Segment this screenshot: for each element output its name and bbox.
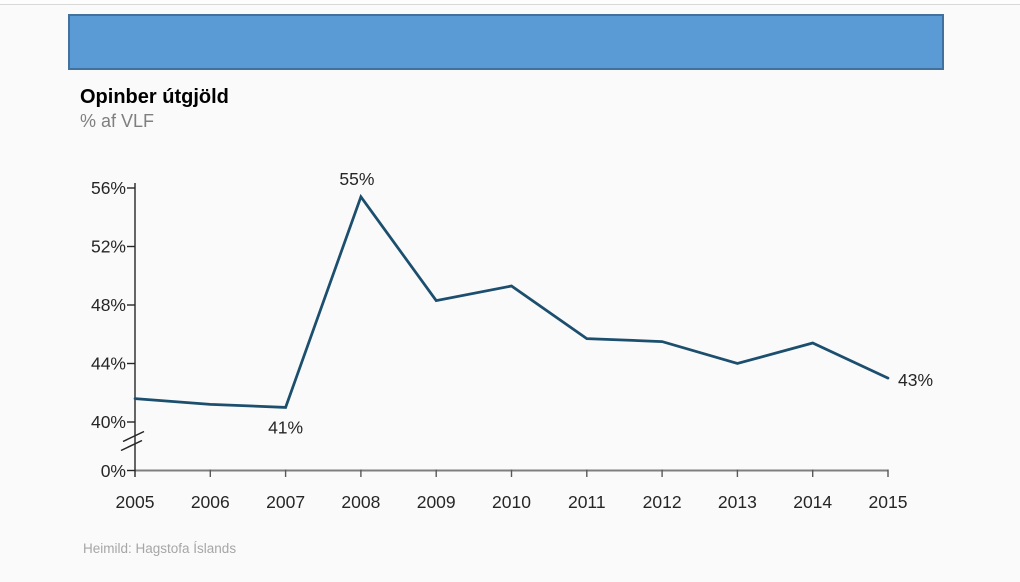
x-tick-label: 2007 bbox=[266, 492, 305, 512]
header-banner bbox=[68, 14, 944, 70]
x-tick-label: 2015 bbox=[869, 492, 908, 512]
x-tick-label: 2012 bbox=[643, 492, 682, 512]
source-note: Heimild: Hagstofa Íslands bbox=[83, 541, 237, 556]
data-point-label: 55% bbox=[339, 169, 374, 189]
y-tick-label: 48% bbox=[91, 295, 126, 315]
axis-break-slash bbox=[120, 439, 143, 452]
x-tick-label: 2005 bbox=[116, 492, 155, 512]
x-tick-label: 2014 bbox=[793, 492, 832, 512]
chart-title: Opinber útgjöld bbox=[80, 86, 229, 108]
data-point-label: 43% bbox=[898, 370, 933, 390]
window-top-edge bbox=[0, 4, 1020, 5]
x-tick-label: 2010 bbox=[492, 492, 531, 512]
title-block: Opinber útgjöld % af VLF bbox=[80, 85, 229, 133]
x-tick-label: 2006 bbox=[191, 492, 230, 512]
y-tick-label-zero: 0% bbox=[101, 461, 126, 481]
window-top-strip bbox=[0, 0, 1020, 4]
x-tick-label: 2009 bbox=[417, 492, 456, 512]
x-tick-label: 2013 bbox=[718, 492, 757, 512]
x-tick-label: 2011 bbox=[568, 492, 606, 512]
y-tick-label: 56% bbox=[91, 178, 126, 198]
y-tick-label: 40% bbox=[91, 412, 126, 432]
expenditure-line bbox=[133, 193, 890, 409]
x-tick-label: 2008 bbox=[341, 492, 380, 512]
data-point-label: 41% bbox=[268, 417, 303, 437]
y-tick-label: 44% bbox=[91, 354, 126, 374]
y-tick-label: 52% bbox=[91, 237, 126, 257]
axis-break-slash bbox=[122, 430, 145, 443]
chart-subtitle: % af VLF bbox=[80, 111, 155, 131]
